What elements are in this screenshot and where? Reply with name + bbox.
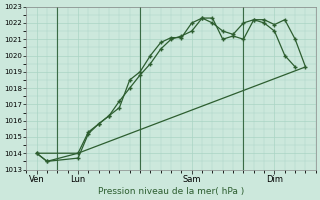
X-axis label: Pression niveau de la mer( hPa ): Pression niveau de la mer( hPa ): [98, 187, 244, 196]
